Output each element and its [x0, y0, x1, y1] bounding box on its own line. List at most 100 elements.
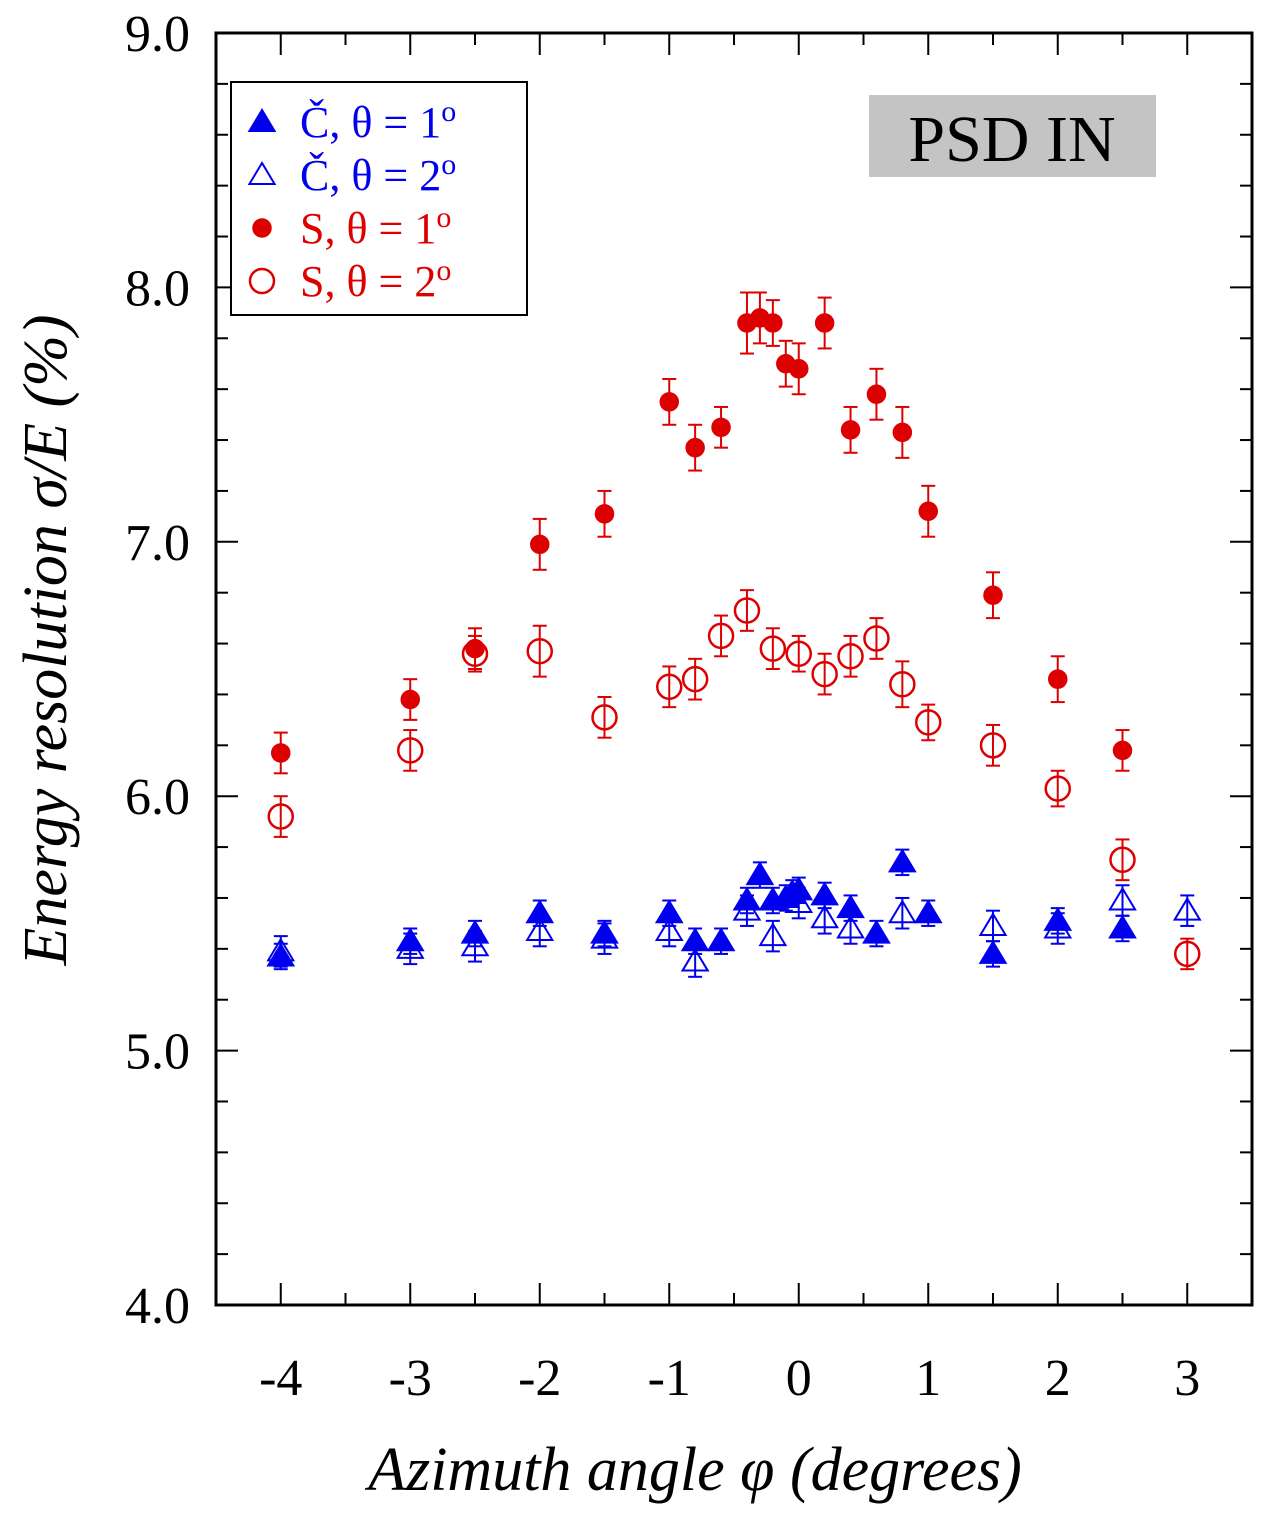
data-point: [591, 695, 618, 739]
y-tick-label: 6.0: [125, 769, 190, 826]
x-tick-label: 1: [915, 1350, 941, 1407]
data-point: [680, 945, 710, 978]
y-tick-label: 8.0: [125, 260, 190, 317]
data-point: [266, 935, 296, 968]
triangle-marker: [810, 881, 840, 906]
data-point: [837, 634, 864, 678]
circle-marker: [785, 640, 812, 667]
series-1: [266, 848, 1137, 971]
data-point: [733, 589, 761, 632]
data-point: [685, 423, 705, 472]
tick-labels: 4.0 5.0 6.0 7.0 8.0 9.0 -4 -3 -2 -1 0 1 2 3: [125, 6, 1200, 1407]
data-point: [1112, 729, 1133, 772]
triangle-marker: [758, 922, 788, 947]
data-point: [889, 660, 916, 709]
circle-marker: [866, 384, 887, 404]
triangle-marker: [706, 927, 736, 952]
circle-marker: [983, 585, 1003, 605]
triangle-marker: [680, 947, 710, 972]
triangle-marker: [525, 917, 555, 942]
circle-marker: [526, 637, 553, 665]
psd-badge-label: PSD IN: [908, 103, 1115, 176]
circle-marker: [915, 709, 942, 736]
data-point: [594, 489, 615, 538]
data-point: [784, 886, 814, 920]
circle-marker: [659, 392, 679, 412]
data-point: [862, 919, 891, 948]
data-point: [758, 919, 788, 953]
circle-marker: [837, 643, 864, 670]
circle-marker: [789, 359, 809, 379]
triangle-marker: [247, 161, 277, 185]
y-tick-label: 4.0: [125, 1278, 190, 1335]
circle-marker: [530, 534, 550, 555]
circle-marker: [892, 422, 913, 443]
triangle-marker: [654, 917, 684, 942]
data-point: [460, 930, 490, 963]
legend-item-3: S, θ = 1o: [252, 201, 451, 253]
data-point: [1044, 769, 1071, 808]
y-axis-title: Energy resolution σ/E (%): [12, 315, 80, 967]
data-point: [979, 723, 1007, 767]
data-point: [866, 367, 887, 421]
series-4: [267, 589, 1201, 971]
circle-marker: [252, 218, 272, 238]
circle-marker: [397, 737, 424, 764]
triangle-marker: [395, 934, 425, 959]
data-point: [814, 296, 835, 350]
triangle-marker: [266, 937, 296, 962]
triangle-marker: [1172, 896, 1202, 921]
legend-superscript: o: [436, 201, 451, 234]
circle-marker: [840, 420, 861, 440]
circle-marker: [1174, 940, 1201, 968]
triangle-marker: [732, 896, 762, 921]
data-point: [978, 909, 1008, 943]
legend-item-4: S, θ = 2o: [248, 254, 451, 306]
triangle-marker: [460, 932, 490, 957]
psd-badge: PSD IN: [869, 95, 1156, 177]
data-point: [656, 665, 683, 709]
data-points: [266, 291, 1202, 978]
circle-marker: [248, 267, 276, 295]
x-tick-label: 0: [786, 1350, 812, 1407]
triangle-marker: [887, 848, 917, 873]
data-point: [526, 624, 553, 678]
data-point: [810, 902, 840, 935]
circle-marker: [685, 437, 705, 458]
data-point: [707, 614, 735, 658]
data-point: [397, 729, 424, 772]
data-point: [267, 795, 294, 838]
x-tick-label: 2: [1045, 1350, 1071, 1407]
x-axis-title: Azimuth angle φ (degrees): [364, 1436, 1022, 1504]
data-point: [1048, 655, 1068, 704]
triangle-marker: [784, 889, 814, 914]
circle-marker: [814, 313, 835, 333]
triangle-marker: [862, 919, 891, 944]
legend-superscript: o: [441, 148, 456, 181]
data-point: [887, 848, 917, 877]
circle-marker: [763, 313, 783, 333]
series-2: [266, 884, 1202, 978]
data-point: [789, 342, 809, 396]
x-tick-label: -2: [518, 1350, 561, 1407]
circle-marker: [594, 504, 615, 524]
legend-box: [230, 81, 528, 316]
data-point: [525, 914, 555, 948]
data-point: [1108, 914, 1137, 943]
data-point: [1043, 912, 1073, 945]
data-point: [1172, 894, 1202, 927]
data-point: [681, 657, 709, 701]
triangle-marker: [1043, 914, 1073, 939]
circle-marker: [863, 625, 890, 652]
data-point: [887, 896, 917, 930]
circle-marker: [267, 803, 294, 830]
data-point: [732, 894, 762, 927]
circle-marker: [1044, 775, 1071, 802]
triangle-marker: [745, 861, 775, 886]
data-point: [785, 634, 812, 673]
triangle-marker: [247, 108, 277, 132]
data-point: [1174, 937, 1201, 971]
circle-marker: [707, 622, 735, 650]
triangle-marker: [1108, 914, 1137, 939]
